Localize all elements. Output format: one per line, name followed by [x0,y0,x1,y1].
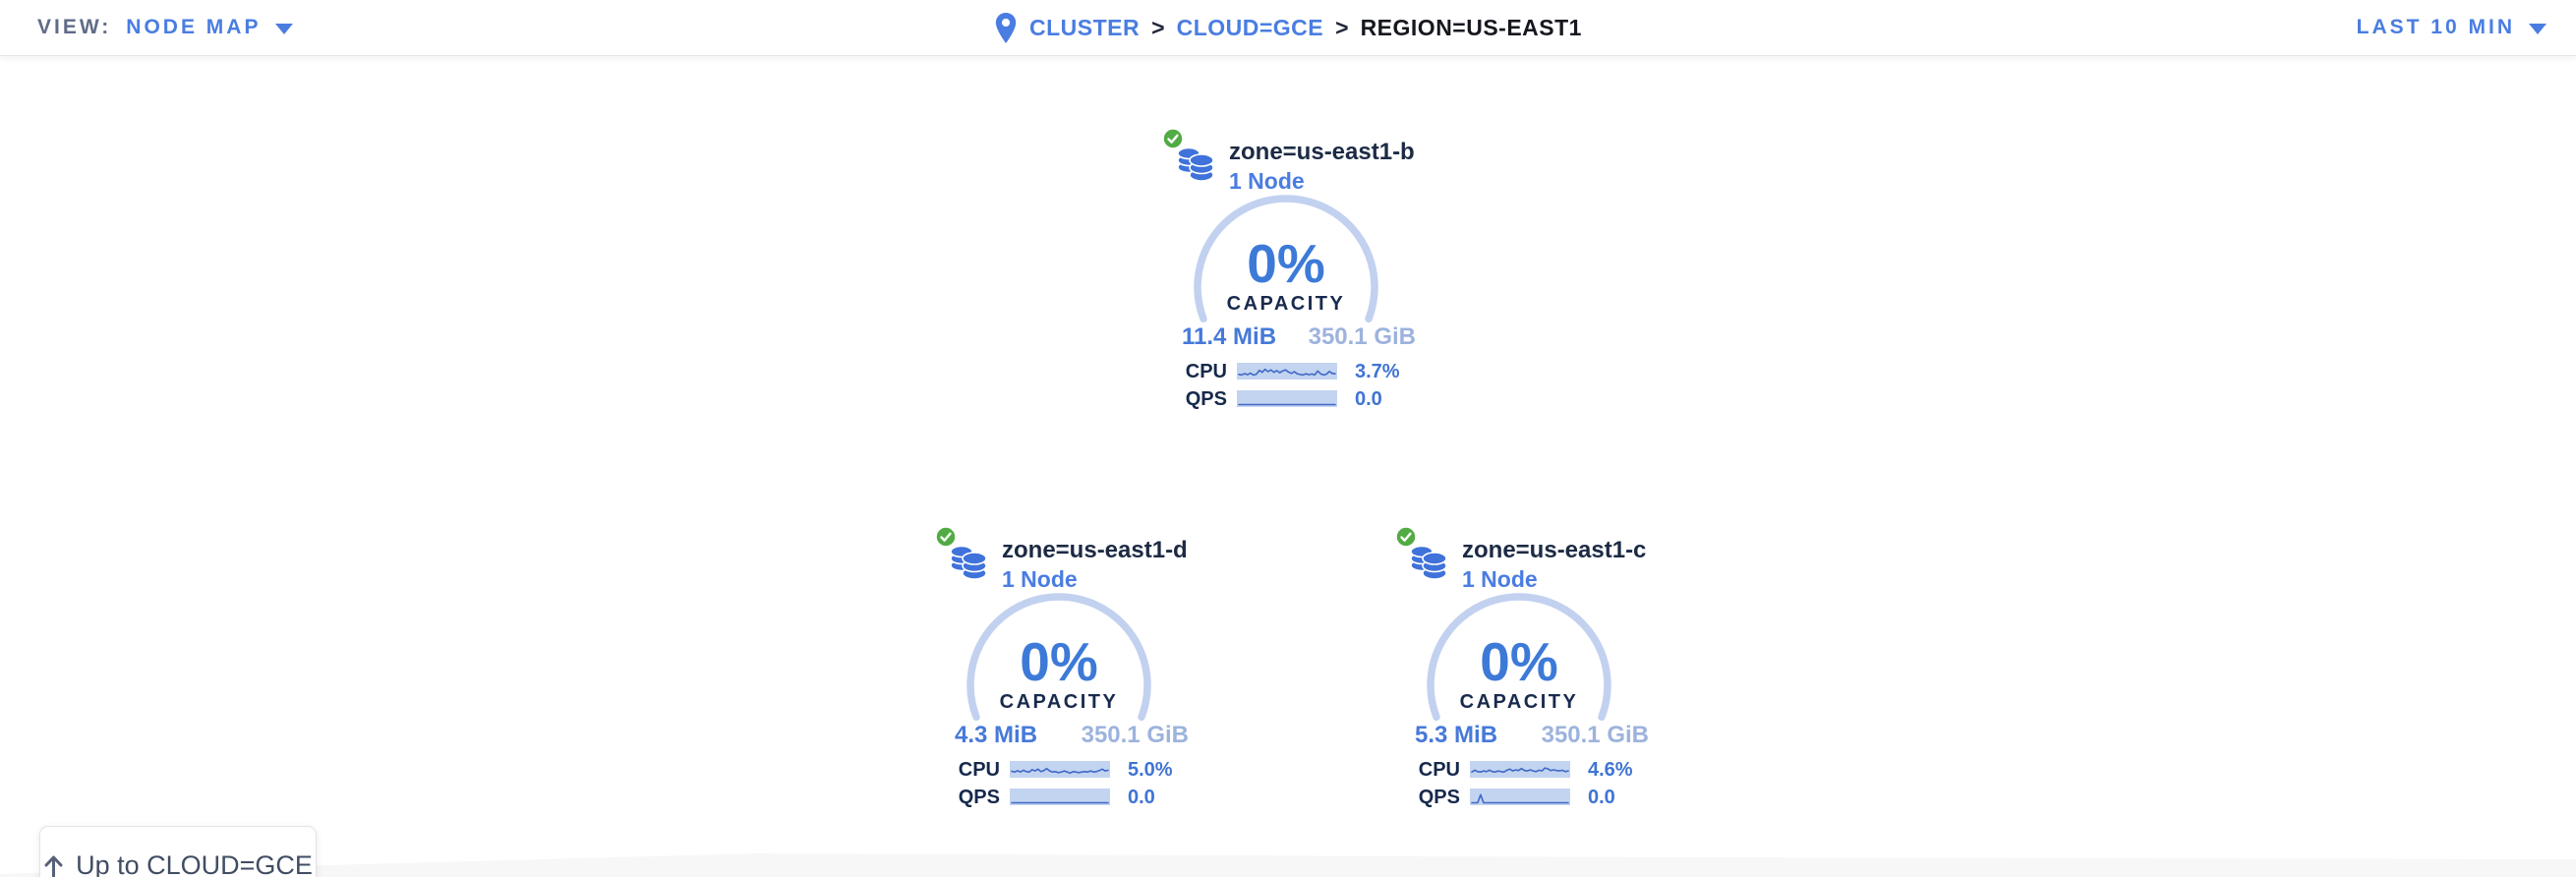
cpu-metric-row: CPU 4.6% [1372,759,1667,781]
capacity-label: CAPACITY [1226,293,1346,315]
capacity-gauge-arc [1194,195,1378,323]
qps-metric-row: QPS 0.0 [1139,388,1434,410]
qps-label: QPS [1185,388,1227,410]
capacity-total: 350.1 GiB [1308,323,1416,350]
qps-label: QPS [1418,787,1460,808]
capacity-gauge-arc [1427,593,1611,722]
healthy-check-icon [935,526,957,548]
cpu-sparkline-chart [1470,761,1570,778]
cpu-value: 3.7% [1355,361,1400,382]
zone-card-us-east1-d[interactable]: zone=us-east1-d 1 Node 0% CAPACITY 4.3 M… [911,521,1206,816]
cpu-sparkline-chart [1010,761,1110,778]
breadcrumb-item-cloud-gce[interactable]: CLOUD=GCE [1176,14,1324,40]
breadcrumb: CLUSTER > CLOUD=GCE > REGION=US-EAST1 [994,0,1582,55]
cpu-label: CPU [1418,759,1460,781]
capacity-label: CAPACITY [999,691,1119,713]
cpu-value: 5.0% [1128,759,1173,781]
breadcrumb-item-cluster[interactable]: CLUSTER [1029,14,1141,40]
healthy-check-icon [1395,526,1417,548]
capacity-gauge-arc [966,593,1151,722]
chevron-down-icon [275,23,294,34]
zone-title: zone=us-east1-b [1229,139,1415,165]
database-stack-icon [1177,146,1214,182]
cpu-label: CPU [958,759,1000,781]
view-label: VIEW: [37,16,112,38]
capacity-total: 350.1 GiB [1081,722,1189,748]
qps-sparkline-chart [1237,390,1337,407]
top-bar: VIEW: NODE MAP CLUSTER > CLOUD=GCE > REG… [0,0,2576,56]
qps-value: 0.0 [1128,787,1155,808]
time-range-dropdown[interactable]: LAST 10 MIN [2357,0,2547,55]
up-to-parent-label: Up to CLOUD=GCE [76,850,313,877]
qps-value: 0.0 [1588,787,1615,808]
zone-node-count-link[interactable]: 1 Node [1462,566,1538,592]
qps-metric-row: QPS 0.0 [1372,787,1667,808]
view-selector-dropdown[interactable]: VIEW: NODE MAP [37,0,294,55]
capacity-values: 4.3 MiB 350.1 GiB [955,722,1189,749]
healthy-check-icon [1162,128,1184,149]
zone-title: zone=us-east1-c [1462,537,1647,563]
database-stack-icon [1410,545,1447,580]
up-to-parent-button[interactable]: Up to CLOUD=GCE [39,826,317,877]
zone-card-us-east1-c[interactable]: zone=us-east1-c 1 Node 0% CAPACITY 5.3 M… [1372,521,1667,816]
cpu-metric-row: CPU 3.7% [1139,361,1434,382]
capacity-percent: 0% [1020,631,1098,692]
breadcrumb-separator: > [1151,14,1165,40]
zone-card-us-east1-b[interactable]: zone=us-east1-b 1 Node 0% CAPACITY 11.4 … [1139,123,1434,418]
breadcrumb-separator: > [1335,14,1349,40]
capacity-total: 350.1 GiB [1541,722,1649,748]
cpu-label: CPU [1185,361,1227,382]
zone-node-count-link[interactable]: 1 Node [1002,566,1078,592]
capacity-values: 5.3 MiB 350.1 GiB [1415,722,1649,749]
qps-label: QPS [958,787,1000,808]
capacity-values: 11.4 MiB 350.1 GiB [1182,323,1416,351]
zone-title: zone=us-east1-d [1002,537,1188,563]
qps-metric-row: QPS 0.0 [911,787,1206,808]
database-stack-icon [950,545,987,580]
map-shore-polygon [0,853,2576,877]
arrow-up-icon [44,855,63,877]
breadcrumb-item-region-current: REGION=US-EAST1 [1360,14,1582,40]
capacity-used: 5.3 MiB [1415,722,1498,748]
capacity-label: CAPACITY [1459,691,1579,713]
cpu-value: 4.6% [1588,759,1633,781]
qps-sparkline-chart [1470,789,1570,805]
capacity-percent: 0% [1480,631,1558,692]
qps-value: 0.0 [1355,388,1382,410]
cpu-metric-row: CPU 5.0% [911,759,1206,781]
capacity-used: 11.4 MiB [1182,323,1277,350]
zone-node-count-link[interactable]: 1 Node [1229,168,1305,194]
node-map-canvas: zone=us-east1-b 1 Node 0% CAPACITY 11.4 … [0,56,2576,877]
time-range-value: LAST 10 MIN [2356,16,2515,38]
capacity-used: 4.3 MiB [955,722,1038,748]
qps-sparkline-chart [1010,789,1110,805]
location-pin-icon [995,12,1017,43]
chevron-down-icon [2529,23,2547,34]
capacity-percent: 0% [1247,233,1325,294]
view-selected-value: NODE MAP [126,16,262,38]
cpu-sparkline-chart [1237,363,1337,380]
